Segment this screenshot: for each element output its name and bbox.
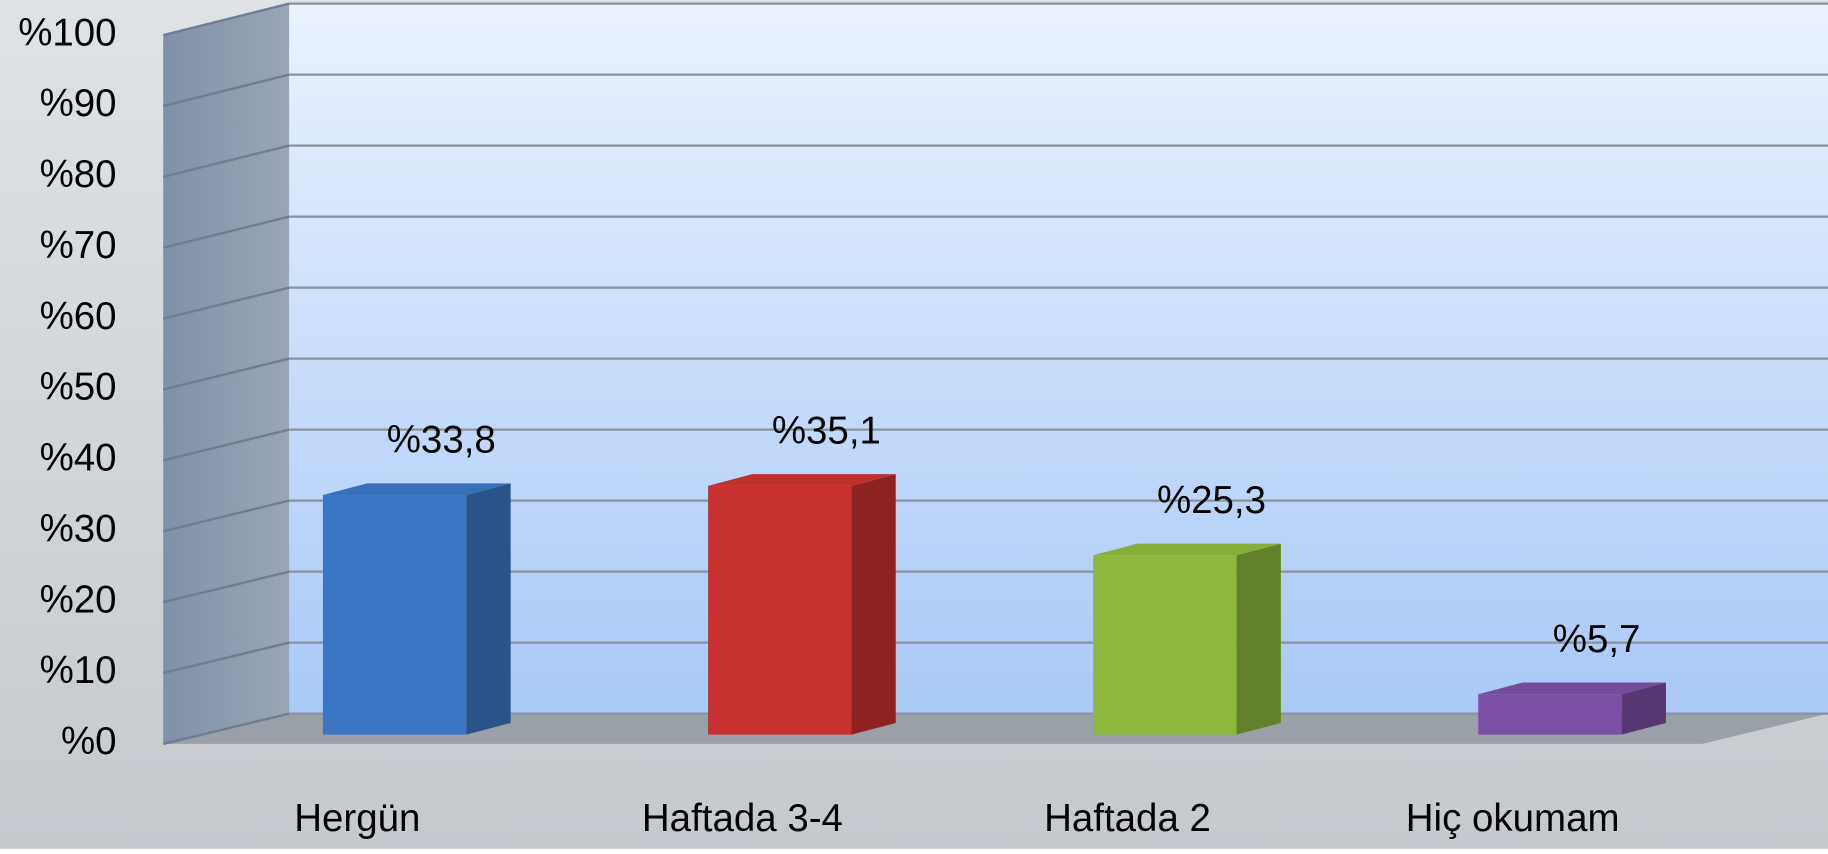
grid-line (162, 712, 290, 746)
bar (1093, 555, 1237, 735)
y-tick-label: %0 (61, 720, 117, 763)
floor (163, 713, 1828, 744)
x-tick-label: Hergün (294, 797, 420, 840)
y-tick-label: %60 (40, 295, 117, 338)
bar (322, 495, 467, 735)
bar-side (1236, 543, 1281, 735)
bar-top (708, 474, 896, 486)
grid-line (162, 499, 290, 533)
bar-side (466, 483, 511, 735)
bar (1478, 694, 1622, 735)
bar-top (1478, 682, 1666, 695)
y-tick-label: %20 (40, 578, 117, 621)
x-tick-label: Hiç okumam (1406, 797, 1620, 840)
value-label: %25,3 (1157, 479, 1266, 522)
grid-line (162, 641, 290, 675)
bar-side (851, 474, 896, 735)
grid-line (162, 570, 290, 604)
y-tick-label: %90 (40, 82, 117, 125)
y-tick-label: %70 (40, 224, 117, 267)
y-tick-label: %40 (40, 437, 117, 480)
grid (162, 2, 1828, 746)
y-tick-label: %30 (40, 507, 117, 550)
value-label: %33,8 (387, 419, 496, 462)
bars (322, 474, 1666, 735)
grid-line (162, 73, 290, 108)
value-label: %5,7 (1553, 618, 1641, 661)
grid-line (162, 286, 290, 320)
y-tick-label: %10 (40, 649, 117, 692)
bar-top (322, 483, 511, 496)
y-tick-label: %100 (18, 11, 116, 54)
grid-line (162, 428, 290, 462)
grid-line (162, 2, 290, 37)
value-label: %35,1 (772, 410, 881, 453)
x-tick-label: Haftada 3-4 (642, 797, 843, 840)
y-tick-label: %50 (40, 366, 117, 409)
bar-side (1621, 682, 1666, 735)
grid-line (162, 144, 290, 179)
y-tick-label: %80 (40, 153, 117, 196)
grid-line (162, 357, 290, 391)
bar (708, 485, 852, 735)
x-tick-label: Haftada 2 (1044, 797, 1211, 840)
bar-top (1093, 543, 1281, 556)
grid-line (162, 215, 290, 249)
